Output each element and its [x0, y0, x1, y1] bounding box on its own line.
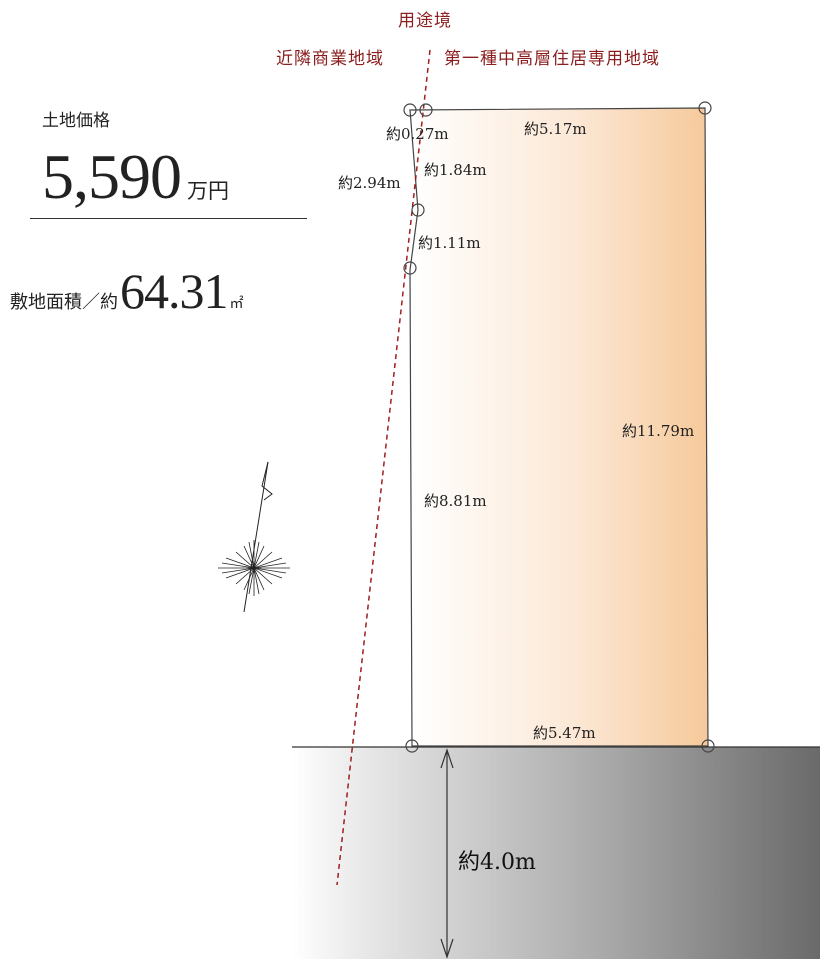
road-width-arrow — [440, 748, 454, 959]
dim-road-width: 約4.0m — [458, 850, 536, 875]
price-label: 土地価格 — [42, 111, 110, 131]
dim-right-side: 約11.79m — [622, 422, 695, 440]
dim-left-segment-1: 約1.84m — [424, 161, 487, 179]
left-zone-label: 近隣商業地域 — [276, 49, 384, 69]
north-compass-icon — [218, 461, 290, 613]
price-row: 5,590 万円 — [42, 140, 229, 214]
dim-left-upper: 約2.94m — [338, 174, 401, 192]
dim-left-segment-2: 約1.11m — [418, 234, 481, 252]
corner-markers — [403, 101, 715, 753]
area-value: 64.31 — [120, 263, 228, 319]
price-value: 5,590 — [42, 141, 182, 212]
zone-boundary-label: 用途境 — [398, 11, 452, 31]
area-row: 敷地面積／約 64.31 ㎡ — [10, 262, 244, 320]
road-area — [292, 747, 820, 959]
dim-top-left-offset: 約0.27m — [386, 125, 449, 143]
area-label: 敷地面積／約 — [10, 292, 118, 313]
dim-left-lower: 約8.81m — [424, 492, 487, 510]
price-divider — [30, 218, 307, 219]
price-unit: 万円 — [187, 179, 229, 203]
dim-bottom-width: 約5.47m — [533, 724, 596, 742]
area-unit: ㎡ — [229, 296, 244, 312]
right-zone-label: 第一種中高層住居専用地域 — [444, 49, 660, 69]
dim-top-width: 約5.17m — [524, 120, 587, 138]
lot-outline — [409, 107, 709, 747]
